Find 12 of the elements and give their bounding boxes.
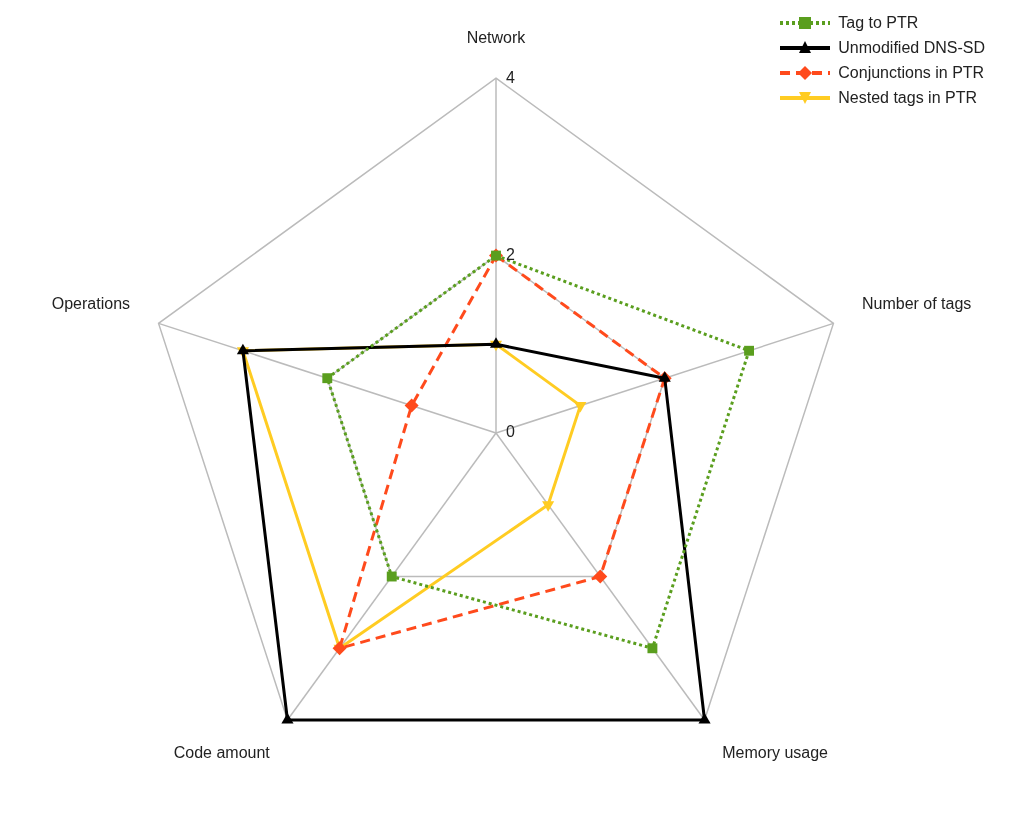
y-tick-label: 2 [506,246,515,264]
spoke-label: Memory usage [722,744,829,762]
legend-label: Nested tags in PTR [838,88,978,107]
spoke-label: Code amount [173,744,271,762]
spoke-label: Number of tags [861,294,972,312]
legend-label: Unmodified DNS-SD [838,38,985,57]
legend-label: Tag to PTR [838,13,919,32]
y-tick-label: 0 [506,423,515,441]
legend-label: Conjunctions in PTR [838,63,985,82]
spoke-label: Operations [51,294,131,312]
spoke-label: Network [466,29,527,47]
y-tick-label: 4 [506,68,515,86]
